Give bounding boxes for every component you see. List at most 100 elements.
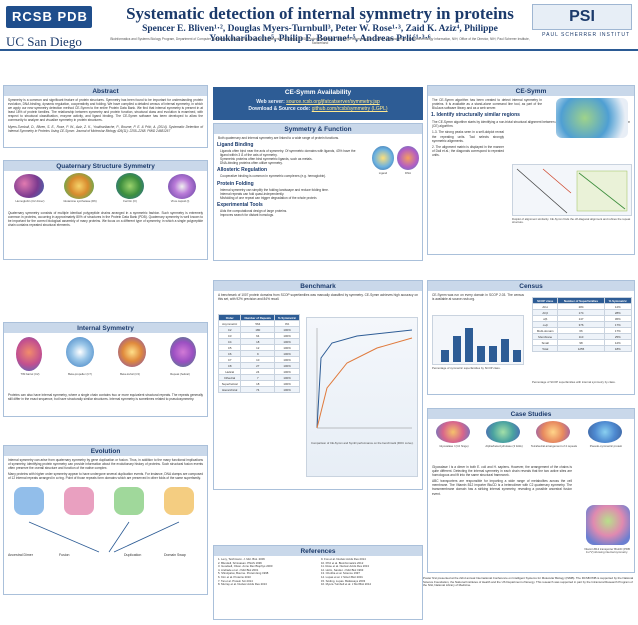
dotplot-offdiagonal <box>542 168 572 194</box>
repeat-protein-image <box>170 337 196 367</box>
virus-capsid-image <box>168 174 196 199</box>
evo-structure-3 <box>114 487 144 516</box>
internal-text: Proteins can also have internal symmetry… <box>8 393 203 402</box>
cesymm-steps: 1-3. The strong peaks seen in a self-dot… <box>428 130 508 157</box>
web-label: Web server: <box>256 99 285 105</box>
header-divider <box>0 49 638 51</box>
cesymm-figure-caption: Dotplot of alignment similarity. CE-Symm… <box>512 217 631 225</box>
pseudo-symmetric-image <box>588 421 622 443</box>
ferritin-image <box>116 173 144 199</box>
glyoxalase-image <box>436 421 470 443</box>
benchmark-chart: Comparison of CE-Symm and SymD performan… <box>306 317 418 477</box>
ligand-caption: Ligand <box>378 171 388 175</box>
cesymm-step1: The CE-Symm algorithm starts by identify… <box>432 120 630 129</box>
btucd-caption: Vitamin B12 transporter BtuCD (PDB 1L7V)… <box>584 547 630 555</box>
reference-item: 14. Lupas et al. J Struct Biol 2001 <box>321 574 363 579</box>
function-section-title: Protein Folding <box>217 180 254 187</box>
function-panel: Symmetry & Function Both quaternary and … <box>213 123 423 261</box>
evo-arrow-3 <box>113 522 180 553</box>
dotplot-diagonal <box>516 168 568 214</box>
table-cell: 1255 <box>557 345 605 352</box>
hydrolase-image <box>486 421 520 443</box>
availability-title: CE-Symm Availability <box>284 89 352 96</box>
benchmark-chart-caption: Comparison of CE-Symm and SymD performan… <box>311 441 414 445</box>
function-bullet: Ligands often bind near the axis of symm… <box>220 149 356 158</box>
benchmark-row: C4 18 100% <box>217 338 300 345</box>
reference-item: 10. Prlić et al. Bioinformatics 2012 <box>321 560 364 565</box>
references-list: 1. Levy, Teichmann. J. Mol. Biol. 2006 2.… <box>214 556 422 589</box>
reference-item: 1. Levy, Teichmann. J. Mol. Biol. 2006 <box>218 557 265 561</box>
tetrahedral-image <box>536 421 570 443</box>
cesymm-structure-image <box>556 98 628 138</box>
evo-structure-1 <box>14 487 44 516</box>
case-caption-4: Pseudo-symmetric protein <box>589 444 623 448</box>
reference-item: 2. Blundell, Srinivasan. PNAS 1996 <box>218 560 262 565</box>
function-sections: Ligand Binding Ligands often bind near t… <box>214 142 364 178</box>
dotplot-matrix-line <box>578 172 626 210</box>
function-bullet: Cooperative binding is common in symmetr… <box>220 174 327 179</box>
evo-label-4: Domain Swap <box>164 553 186 557</box>
ligand-figure <box>372 146 394 170</box>
census-left-caption: Percentage of symmetric superfamilies by… <box>432 366 501 370</box>
cases-text-2: ABC transporters are responsible for imp… <box>432 479 572 496</box>
poster-header: RCSB PDB PROTEIN DATA BANK UC San Diego … <box>0 0 638 50</box>
benchmark-text: A benchmark of 1007 protein domains from… <box>218 293 418 302</box>
quaternary-caption-1: Hemoglobin (C2 dimer) <box>15 199 45 203</box>
btucd-image <box>586 505 630 545</box>
dna-caption: DNA <box>405 171 411 175</box>
cases-panel: Case Studies Glyoxalase I (C2 hinge) Alp… <box>427 408 635 573</box>
availability-web: Web server: source.rcsb.org/jfatcatserve… <box>213 99 423 105</box>
ucsd-logo: UC San Diego <box>6 34 82 49</box>
census-text: CE-Symm was run on every domain in SCOP … <box>432 293 524 302</box>
evolution-text-1: Internal symmetry can arise from quatern… <box>8 458 203 471</box>
cases-text-column: Glyoxalase I is a dimer in both E. coli … <box>428 465 576 496</box>
reference-item: 6. Kim et al. Proteins 2010 <box>218 574 251 579</box>
census-bar <box>513 350 521 362</box>
census-bar <box>465 328 473 362</box>
census-bar <box>453 336 461 362</box>
evo-structure-4 <box>164 487 194 516</box>
beta-trefoil-image <box>118 337 146 367</box>
abstract-panel: Abstract Symmetry is a common and signif… <box>3 85 208 148</box>
quaternary-panel: Quaternary Structure Symmetry Hemoglobin… <box>3 160 208 260</box>
cesymm-dotplot <box>512 164 632 216</box>
availability-panel: CE-Symm Availability Web server: source.… <box>213 87 423 120</box>
table-cell: 74 <box>240 386 276 393</box>
cesymm-panel: CE-Symm The CE-Symm algorithm has been c… <box>427 85 635 255</box>
references-panel: References 1. Levy, Teichmann. J. Mol. B… <box>213 545 423 620</box>
quaternary-caption-4: Virus capsid (I) <box>170 199 190 203</box>
benchmark-panel: Benchmark A benchmark of 1007 protein do… <box>213 280 423 490</box>
evolution-text-2: Many proteins with higher order symmetry… <box>8 472 203 481</box>
benchmark-table: Order Number of Repeats % Symmetric Asym… <box>217 314 300 393</box>
evo-arrow-2 <box>108 522 130 553</box>
github-link[interactable]: github.com/rcsb/symmetry (LGPL) <box>311 106 388 112</box>
internal-title: Internal Symmetry <box>4 323 207 333</box>
tim-barrel-image <box>16 337 42 371</box>
reference-item: 9. Fox et al. Nucleic Acids Res 2014 <box>321 557 366 561</box>
references-title: References <box>214 546 422 556</box>
rcsb-pdb-logo: RCSB PDB PROTEIN DATA BANK <box>6 6 92 43</box>
evo-label-3: Duplication <box>124 553 141 557</box>
evo-label-2: Fusion <box>59 553 70 557</box>
function-section-title: Allosteric Regulation <box>217 167 268 174</box>
benchmark-title: Benchmark <box>214 281 422 291</box>
evo-structure-2 <box>64 487 94 516</box>
census-panel: Census CE-Symm was run on every domain i… <box>427 280 635 395</box>
internal-panel: Internal Symmetry TIM barrel (C2) Beta-p… <box>3 322 208 417</box>
roc-curve-symd <box>316 337 413 429</box>
abstract-citation: Myers-Turnbull, D., Bliven, S. E., Rose,… <box>8 124 203 133</box>
cesymm-text: The CE-Symm algorithm has been created t… <box>432 98 542 111</box>
web-server-link[interactable]: source.rcsb.org/jfatcatserver/symmetry.j… <box>286 99 380 105</box>
function-bullet: Misfolding of one repeat can trigger deg… <box>220 195 318 200</box>
poster-footer: Poster first presented at the 22nd annua… <box>423 576 634 588</box>
reference-item: 16. Myers-Turnbull et al. J Mol Biol 201… <box>321 582 371 587</box>
function-bullet: DNA-binding proteins often utilize symme… <box>220 161 283 166</box>
affiliations: Bioinformatics and Systems Biology Progr… <box>110 37 530 45</box>
reference-item: 13. Chothia et al. Science 1997 <box>321 571 360 576</box>
availability-download: Download & Source code: github.com/rcsb/… <box>213 106 423 112</box>
case-caption-1: Glyoxalase I (C2 hinge) <box>439 444 469 448</box>
census-row: Membrane 110 25% <box>531 333 633 340</box>
quaternary-title: Quaternary Structure Symmetry <box>4 161 207 171</box>
cesymm-step3: 2. The alignment matrix is displayed in … <box>432 144 504 157</box>
function-bullet: Improves search for distant homologs. <box>220 212 275 217</box>
